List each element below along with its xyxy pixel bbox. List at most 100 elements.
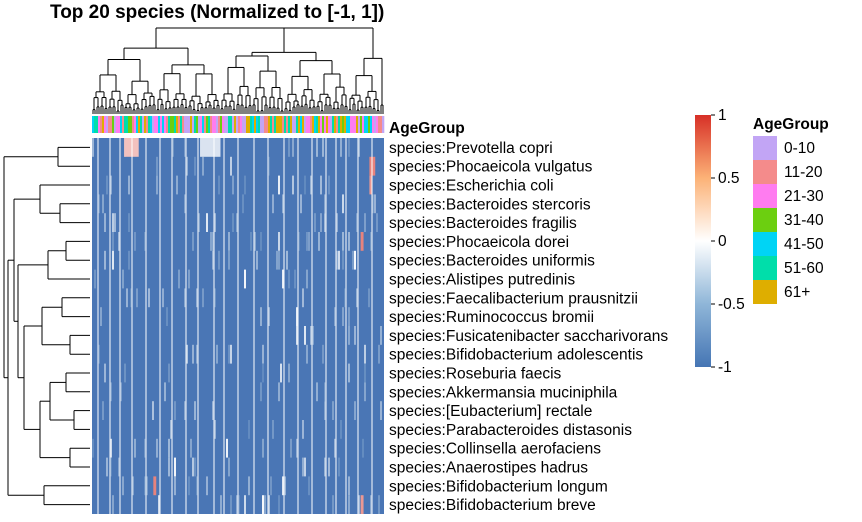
heatmap-cell — [198, 213, 200, 232]
heatmap-cell — [348, 326, 350, 345]
heatmap-cell — [342, 307, 344, 326]
heatmap-cell — [102, 194, 104, 214]
heatmap-cell — [228, 232, 230, 251]
legend-title: AgeGroup — [753, 116, 829, 133]
heatmap-cell — [288, 138, 290, 157]
annotation-cell — [342, 116, 345, 133]
annotation-cell — [142, 116, 145, 133]
colorbar-tick-label: -1 — [718, 359, 732, 376]
annotation-cell — [148, 116, 151, 133]
row-label: species:Bifidobacterium adolescentis — [389, 347, 643, 364]
heatmap-cell — [324, 194, 326, 214]
heatmap-cell — [118, 232, 120, 251]
annotation-cell — [92, 116, 95, 133]
heatmap-cell — [104, 363, 106, 383]
heatmap-cell — [218, 175, 220, 195]
colorbar — [695, 115, 711, 367]
heatmap-cell — [298, 232, 300, 251]
heatmap-cell — [296, 307, 298, 326]
annotation-cell — [94, 116, 97, 133]
heatmap-cell — [184, 194, 186, 214]
annotation-cell — [328, 116, 331, 133]
annotation-cell — [130, 116, 133, 133]
heatmap-cell — [290, 438, 292, 458]
heatmap-cell — [132, 476, 134, 496]
row-label: species:Ruminococcus bromii — [389, 309, 594, 326]
heatmap-cell — [144, 438, 146, 458]
colorbar-tick-label: 1 — [718, 107, 727, 124]
age-group-annotation-bar — [92, 116, 385, 133]
colorbar-tick-label: -0.5 — [718, 296, 745, 313]
annotation-cell — [102, 116, 105, 133]
annotation-cell — [348, 116, 351, 133]
annotation-cell — [128, 116, 131, 133]
heatmap-cell — [192, 232, 194, 251]
heatmap-cell — [170, 420, 172, 439]
annotation-cell — [134, 116, 137, 133]
legend-swatch — [753, 232, 777, 256]
heatmap-cell — [322, 344, 324, 364]
heatmap-cell — [360, 495, 364, 514]
annotation-cell — [214, 116, 217, 133]
annotation-cell — [230, 116, 233, 133]
heatmap-cell — [200, 138, 221, 157]
heatmap-cell — [156, 175, 158, 195]
heatmap-cell — [194, 156, 196, 176]
heatmap-cell — [354, 250, 356, 270]
heatmap-cell — [156, 156, 158, 176]
annotation-cell — [294, 116, 297, 133]
heatmap-cell — [118, 457, 120, 477]
heatmap-cell — [92, 438, 94, 458]
heatmap-cell — [338, 457, 340, 477]
heatmap-cell — [202, 156, 204, 176]
annotation-cell — [324, 116, 327, 133]
heatmap-cell — [92, 138, 94, 157]
heatmap-cell — [98, 344, 100, 364]
heatmap-cell — [306, 344, 308, 364]
heatmap-cell — [156, 438, 158, 458]
heatmap-cell — [148, 288, 150, 308]
heatmap-cell — [352, 250, 354, 270]
heatmap-cell — [262, 438, 264, 458]
heatmap-cell — [260, 232, 262, 251]
annotation-cell — [100, 116, 103, 133]
annotation-cell — [112, 116, 115, 133]
annotation-cell — [344, 116, 347, 133]
heatmap-cell — [304, 175, 306, 195]
heatmap-cell — [242, 194, 244, 214]
annotation-cell — [124, 116, 127, 133]
heatmap-cell — [362, 438, 364, 458]
heatmap-cell — [144, 232, 146, 251]
heatmap-cell — [272, 420, 274, 439]
heatmap-cell — [304, 326, 306, 345]
annotation-cell — [196, 116, 199, 133]
annotation-cell — [254, 116, 257, 133]
heatmap-cell — [328, 175, 330, 195]
heatmap-cell — [236, 213, 238, 232]
heatmap-cell — [348, 363, 350, 383]
heatmap-cell — [288, 269, 290, 289]
row-dendrogram — [3, 146, 90, 506]
heatmap-cell — [212, 401, 214, 420]
row-label: species:Bacteroides stercoris — [389, 196, 591, 213]
heatmap-cell — [380, 326, 382, 345]
heatmap-cell — [212, 232, 214, 251]
heatmap-cell — [214, 420, 216, 439]
legend-label: 0-10 — [784, 140, 815, 157]
heatmap-cell — [124, 138, 139, 157]
annotation-cell — [378, 116, 381, 133]
heatmap-cell — [230, 344, 232, 364]
heatmap-cell — [348, 476, 350, 496]
row-label: species:Prevotella copri — [389, 140, 553, 157]
annotation-cell — [144, 116, 147, 133]
row-label: species:Collinsella aerofaciens — [389, 441, 601, 458]
annotation-cell — [246, 116, 249, 133]
heatmap-cell — [370, 232, 372, 251]
annotation-cell — [350, 116, 353, 133]
heatmap-cell — [378, 495, 380, 514]
heatmap-cell — [360, 232, 364, 251]
annotation-cell — [178, 116, 181, 133]
heatmap-cell — [286, 250, 288, 270]
annotation-cell — [272, 116, 275, 133]
annotation-cell — [160, 116, 163, 133]
